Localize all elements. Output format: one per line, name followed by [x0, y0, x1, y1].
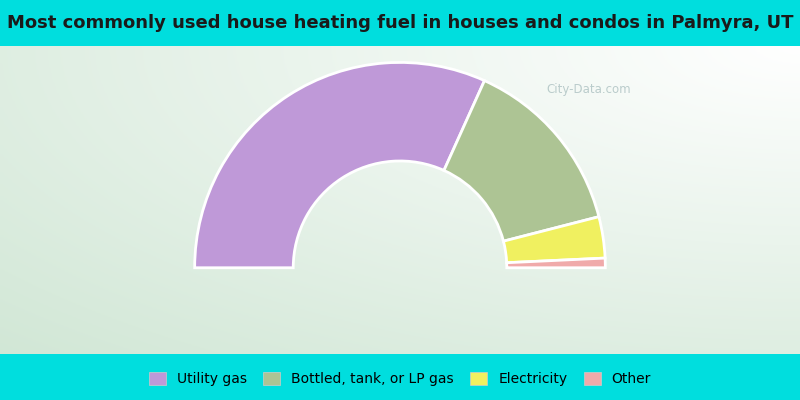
- Wedge shape: [194, 62, 485, 268]
- Text: City-Data.com: City-Data.com: [546, 83, 631, 96]
- Wedge shape: [444, 81, 599, 241]
- Text: Most commonly used house heating fuel in houses and condos in Palmyra, UT: Most commonly used house heating fuel in…: [6, 14, 794, 32]
- Wedge shape: [506, 258, 606, 268]
- Wedge shape: [503, 217, 605, 263]
- Legend: Utility gas, Bottled, tank, or LP gas, Electricity, Other: Utility gas, Bottled, tank, or LP gas, E…: [145, 368, 655, 390]
